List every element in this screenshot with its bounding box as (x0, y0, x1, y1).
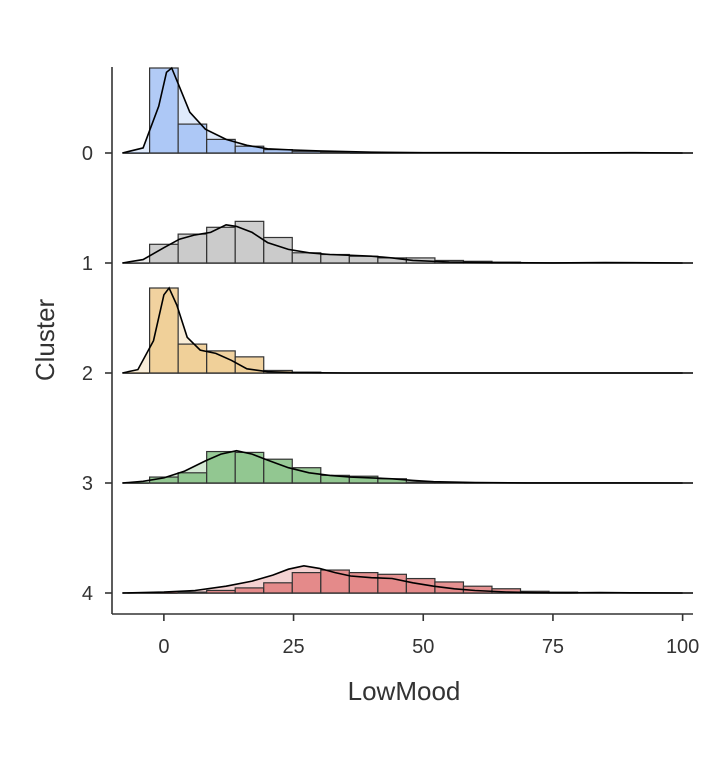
y-axis-ticks: 0 1 2 3 4 (82, 143, 112, 605)
histogram-bar (177, 591, 208, 594)
y-axis-title: Cluster (30, 298, 60, 381)
density-line (122, 286, 683, 374)
ridge-cluster-1 (122, 220, 693, 264)
histogram-bar (348, 255, 379, 264)
ridge-cluster-4 (122, 564, 693, 594)
density-line (122, 223, 683, 264)
x-tick-label: 100 (666, 636, 699, 658)
histogram-bar (177, 472, 208, 484)
x-axis-ticks: 0 25 50 75 100 (158, 614, 699, 658)
histogram-bar (263, 582, 293, 594)
ridge-cluster-3 (122, 449, 693, 484)
x-tick-label: 0 (158, 636, 169, 658)
histogram-bar (149, 287, 179, 374)
x-tick-label: 25 (282, 636, 304, 658)
histogram-bar (177, 343, 208, 374)
x-tick-label: 50 (412, 636, 434, 658)
histogram-bar (320, 151, 350, 154)
histogram-bar (263, 458, 293, 484)
histogram-bar (263, 236, 293, 264)
density-line (122, 449, 683, 484)
y-tick-label: 3 (82, 473, 93, 495)
x-axis-title: LowMood (348, 676, 461, 706)
histogram-bar (291, 252, 322, 264)
histogram-bar (291, 571, 322, 594)
histogram-bar (206, 350, 236, 374)
histogram-bar (206, 450, 236, 484)
density-line (122, 564, 683, 594)
density-line (122, 66, 683, 154)
histogram-bar (234, 587, 265, 594)
ridge-cluster-0 (122, 66, 693, 154)
density-fill (122, 565, 683, 593)
ridge-cluster-2 (122, 286, 693, 374)
y-tick-label: 0 (82, 143, 93, 165)
histogram-bar (177, 123, 208, 154)
y-tick-label: 4 (82, 583, 93, 605)
histogram-bar (234, 356, 265, 374)
histogram-bar (206, 589, 236, 594)
histogram-bar (320, 569, 350, 594)
x-tick-label: 75 (542, 636, 564, 658)
histogram-bar (377, 573, 407, 594)
y-tick-label: 1 (82, 253, 93, 275)
y-tick-label: 2 (82, 363, 93, 385)
ridges (122, 66, 693, 594)
